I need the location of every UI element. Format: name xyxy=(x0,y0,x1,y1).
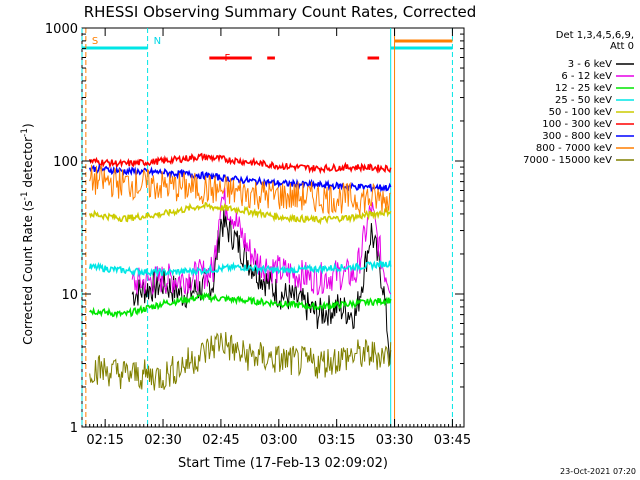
series-layer xyxy=(88,152,392,391)
y-axis-label-mid: detector xyxy=(21,137,35,192)
y-tick-label-3: 1000 xyxy=(45,22,78,37)
legend-label-5: 100 - 300 keV xyxy=(542,119,612,130)
series-line-3 xyxy=(88,259,392,278)
y-tick-label-1: 10 xyxy=(61,288,78,303)
y-tick-label-0: 1 xyxy=(70,421,78,436)
x-tick-label-0: 02:15 xyxy=(86,433,123,448)
legend-label-3: 25 - 50 keV xyxy=(555,95,612,106)
y-axis-label-end: ) xyxy=(21,123,35,128)
legend-label-7: 800 - 7000 keV xyxy=(536,143,612,154)
legend-label-4: 50 - 100 keV xyxy=(549,107,613,118)
chart-title: RHESSI Observing Summary Count Rates, Co… xyxy=(84,3,477,21)
marker-s: S xyxy=(92,36,98,47)
x-axis-label: Start Time (17-Feb-13 02:09:02) xyxy=(178,456,388,471)
timestamp: 23-Oct-2021 07:20 xyxy=(560,467,636,476)
legend-header-0: Det 1,3,4,5,6,9, xyxy=(556,30,634,41)
x-tick-label-4: 03:15 xyxy=(318,433,355,448)
legend-label-0: 3 - 6 keV xyxy=(568,59,612,70)
legend-label-8: 7000 - 15000 keV xyxy=(523,155,612,166)
y-axis-label-main: Corrected Count Rate (s xyxy=(21,200,35,344)
y-tick-label-2: 100 xyxy=(53,155,78,170)
legend-header-1: Att 0 xyxy=(610,41,634,52)
legend-label-1: 6 - 12 keV xyxy=(561,71,612,82)
marker-f: F xyxy=(224,53,230,64)
series-line-5 xyxy=(88,152,392,175)
legend-label-2: 12 - 25 keV xyxy=(555,83,612,94)
y-axis-label-sup1: -1 xyxy=(20,191,30,200)
series-line-1 xyxy=(131,187,392,296)
legend-label-6: 300 - 800 keV xyxy=(542,131,612,142)
x-tick-label-1: 02:30 xyxy=(144,433,181,448)
x-tick-label-2: 02:45 xyxy=(202,433,239,448)
axis-layer: 02:15 02:30 02:45 03:00 03:15 03:30 03:45 1 10 10… xyxy=(45,22,471,448)
y-axis-label-sup2: -1 xyxy=(20,128,30,137)
x-tick-label-3: 03:00 xyxy=(260,433,297,448)
series-line-4 xyxy=(88,201,392,226)
series-line-2 xyxy=(89,291,392,319)
x-tick-label-5: 03:30 xyxy=(376,433,413,448)
series-line-0 xyxy=(131,209,392,365)
y-axis-label: Corrected Count Rate (s-1 detector-1) xyxy=(20,123,35,344)
series-line-8 xyxy=(89,331,392,391)
marker-n: N xyxy=(154,36,161,47)
x-tick-label-6: 03:45 xyxy=(434,433,471,448)
background-layer: S N F xyxy=(81,28,453,427)
series-line-7 xyxy=(89,164,391,216)
plot-frame xyxy=(81,27,465,428)
